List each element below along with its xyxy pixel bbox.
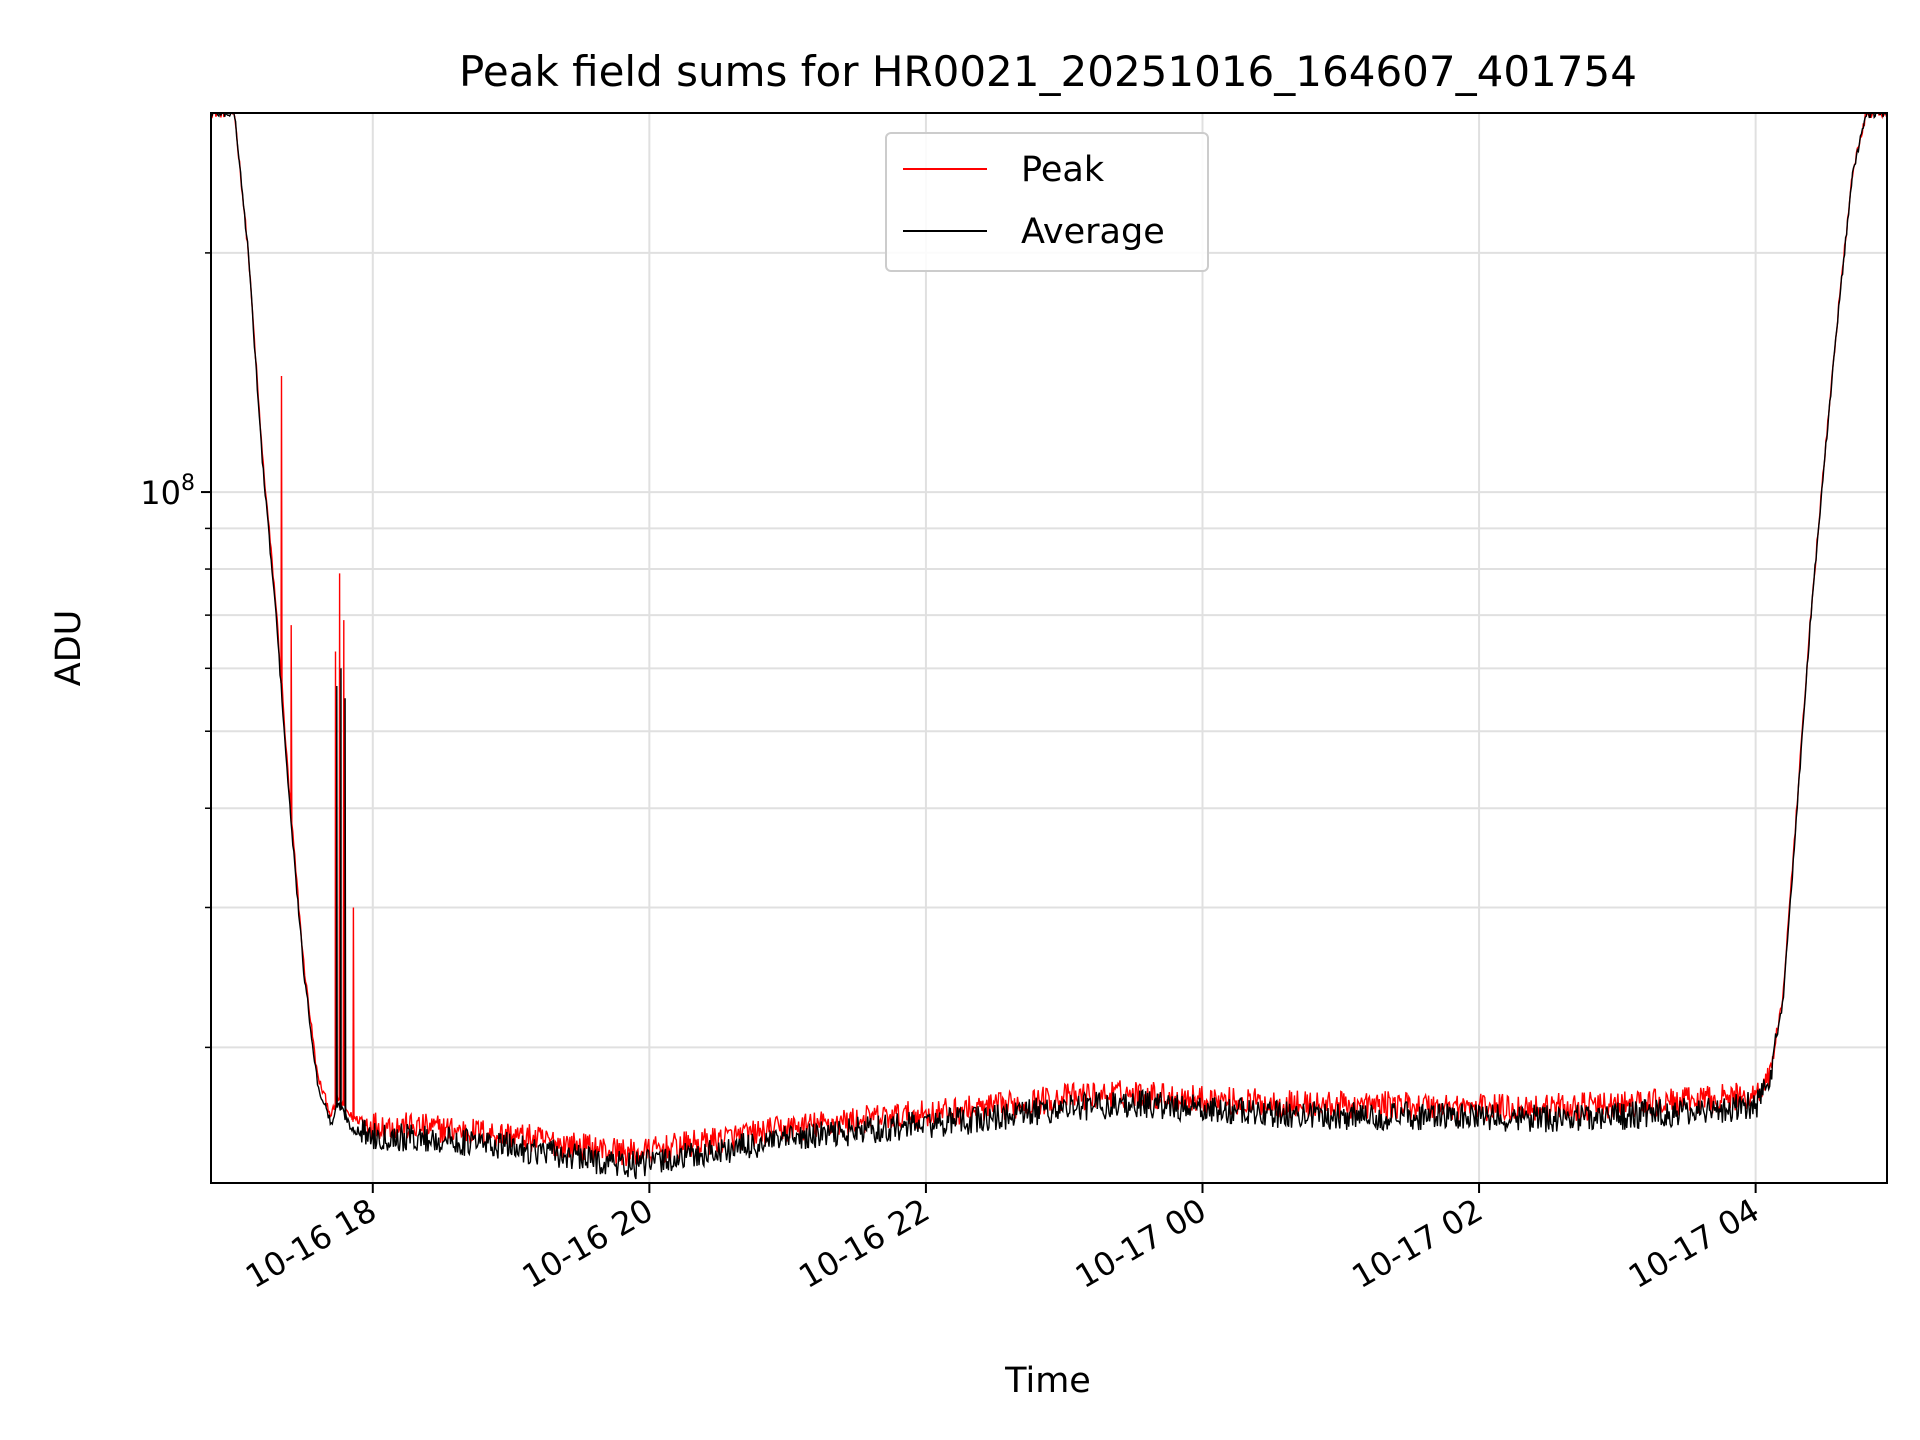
y-major-tick-label: 108 — [140, 471, 195, 512]
y-axis-label: ADU — [49, 610, 89, 687]
legend-label-average: Average — [1021, 212, 1165, 252]
plot-frame — [210, 112, 1888, 1184]
plot-area — [210, 112, 1888, 1184]
legend-label-peak: Peak — [1021, 150, 1105, 190]
series-line-average — [211, 113, 1887, 1180]
plot-background — [211, 113, 1887, 1183]
grid-lines — [211, 113, 1887, 1183]
y-axis-ticks: 108 — [140, 252, 211, 1049]
x-axis-label: Time — [1004, 1361, 1091, 1401]
chart-title: Peak field sums for HR0021_20251016_1646… — [459, 47, 1637, 96]
legend-box — [885, 132, 1209, 272]
series-lines — [211, 113, 1887, 1180]
series-line-peak — [211, 113, 1887, 1167]
legend: Peak Average — [885, 132, 1209, 272]
